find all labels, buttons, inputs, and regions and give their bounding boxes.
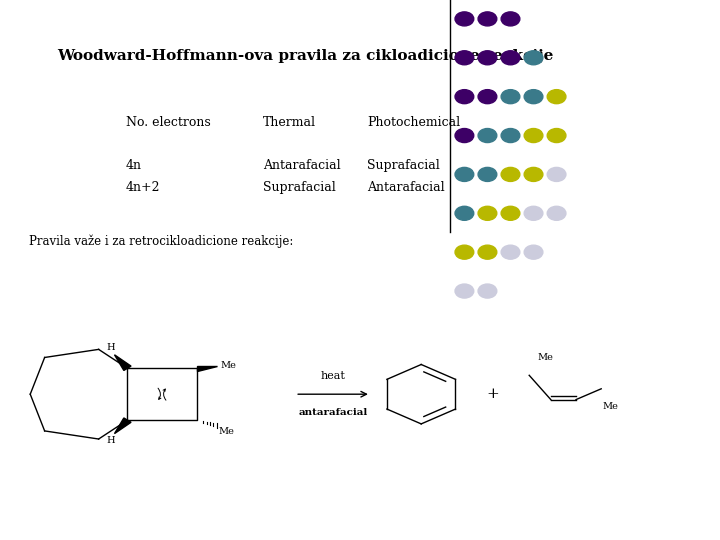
Text: H: H (107, 436, 115, 446)
Circle shape (478, 167, 497, 181)
Text: Woodward-Hoffmann-ova pravila za cikloadicione reakcije: Woodward-Hoffmann-ova pravila za cikload… (58, 49, 554, 63)
Circle shape (547, 129, 566, 143)
Text: Pravila važe i za retrocikloadicione reakcije:: Pravila važe i za retrocikloadicione rea… (29, 235, 293, 248)
Circle shape (478, 245, 497, 259)
Circle shape (501, 51, 520, 65)
Circle shape (547, 90, 566, 104)
Text: Photochemical: Photochemical (367, 116, 460, 129)
Text: Me: Me (538, 353, 554, 362)
Text: No. electrons: No. electrons (126, 116, 211, 129)
Circle shape (478, 129, 497, 143)
Text: Suprafacial: Suprafacial (367, 159, 440, 172)
Polygon shape (114, 355, 131, 370)
Polygon shape (114, 418, 131, 434)
Circle shape (478, 206, 497, 220)
Circle shape (524, 90, 543, 104)
Circle shape (501, 167, 520, 181)
Circle shape (455, 12, 474, 26)
FancyArrowPatch shape (163, 389, 166, 400)
Circle shape (478, 90, 497, 104)
Text: Me: Me (603, 402, 618, 411)
Circle shape (455, 90, 474, 104)
Text: Suprafacial: Suprafacial (263, 181, 336, 194)
Circle shape (547, 167, 566, 181)
Text: Thermal: Thermal (263, 116, 316, 129)
Circle shape (501, 90, 520, 104)
Circle shape (455, 51, 474, 65)
Circle shape (478, 51, 497, 65)
Circle shape (501, 12, 520, 26)
Text: Me: Me (218, 427, 234, 436)
Circle shape (455, 284, 474, 298)
Circle shape (524, 245, 543, 259)
Text: heat: heat (320, 370, 346, 381)
Circle shape (524, 167, 543, 181)
Circle shape (524, 206, 543, 220)
Circle shape (501, 245, 520, 259)
Text: +: + (487, 387, 500, 401)
Circle shape (455, 206, 474, 220)
Polygon shape (197, 366, 217, 371)
Circle shape (524, 51, 543, 65)
Text: H: H (107, 343, 115, 352)
Circle shape (455, 245, 474, 259)
Circle shape (478, 284, 497, 298)
Circle shape (455, 167, 474, 181)
Text: Antarafacial: Antarafacial (367, 181, 445, 194)
Text: 4n: 4n (126, 159, 142, 172)
Circle shape (478, 12, 497, 26)
Circle shape (501, 206, 520, 220)
Text: Me: Me (220, 361, 236, 370)
Text: Antarafacial: Antarafacial (263, 159, 341, 172)
Circle shape (455, 129, 474, 143)
Text: antarafacial: antarafacial (298, 408, 368, 417)
FancyArrowPatch shape (298, 392, 366, 397)
Circle shape (547, 206, 566, 220)
Circle shape (524, 129, 543, 143)
FancyArrowPatch shape (158, 388, 161, 399)
Circle shape (501, 129, 520, 143)
Text: 4n+2: 4n+2 (126, 181, 161, 194)
